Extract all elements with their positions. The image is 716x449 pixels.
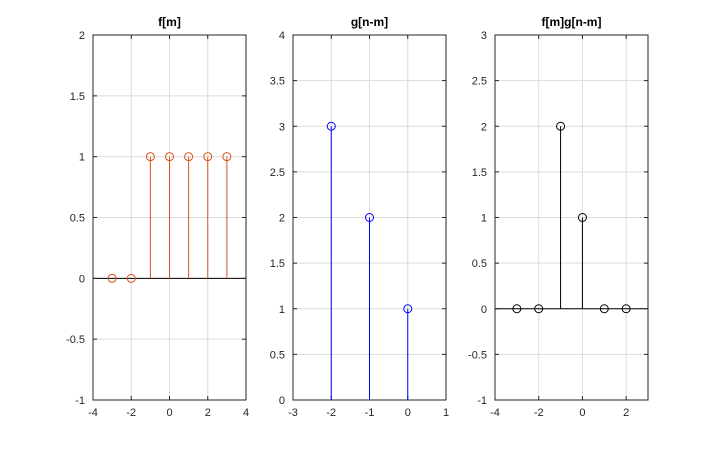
- y-tick-label: 1.5: [270, 258, 285, 270]
- stem-marker: [165, 152, 174, 162]
- y-tick-label: 4: [279, 30, 285, 42]
- y-tick-label: 0: [79, 273, 85, 285]
- x-tick-label: 4: [243, 407, 249, 419]
- chart-title: f[m]: [158, 15, 181, 29]
- stem-marker: [107, 273, 117, 283]
- stem-marker: [512, 304, 522, 314]
- y-tick-label: 0: [481, 304, 487, 316]
- y-tick-label: 1.5: [472, 167, 487, 179]
- x-tick-label: 2: [205, 407, 211, 419]
- y-tick-label: 1: [79, 152, 85, 164]
- y-tick-label: 2: [481, 121, 487, 133]
- y-tick-label: 3: [481, 30, 487, 42]
- y-tick-label: 3: [279, 121, 285, 133]
- stem-marker: [621, 304, 631, 314]
- stem-marker: [403, 304, 413, 314]
- stem-marker: [126, 273, 136, 283]
- stem-marker: [365, 213, 374, 222]
- y-tick-label: 0.5: [472, 258, 487, 270]
- x-tick-label: 0: [579, 407, 585, 419]
- y-tick-label: -0.5: [66, 334, 85, 346]
- subplot-3: -4 -2 0 2 -1 -0.5 0 0.5 1 1.5 2 2.5 3 f[m]g[n-m]: [468, 15, 649, 419]
- y-tick-label: 0: [279, 395, 285, 407]
- chart-title: f[m]g[n-m]: [542, 15, 602, 29]
- y-tick-label: 3.5: [270, 76, 285, 88]
- y-tick-label: -1: [477, 395, 487, 407]
- x-tick-label: 1: [443, 407, 449, 419]
- x-tick-label: -2: [534, 407, 544, 419]
- x-tick-label: 2: [623, 407, 629, 419]
- subplot-2: -3 -2 -1 0 1 0 0.5 1 1.5 2 2.5 3 3.5 4 g[n-m]: [270, 15, 449, 419]
- x-tick-label: -2: [326, 407, 336, 419]
- x-tick-label: -4: [490, 407, 500, 419]
- stem-marker: [556, 121, 566, 131]
- stem-marker: [577, 213, 587, 222]
- x-tick-label: 0: [405, 407, 411, 419]
- y-tick-label: 1.5: [70, 91, 85, 103]
- stem-marker: [326, 121, 336, 131]
- y-tick-label: -1: [75, 395, 85, 407]
- y-tick-label: 2: [79, 30, 85, 42]
- x-tick-label: -4: [88, 407, 98, 419]
- y-tick-label: 1: [279, 304, 285, 316]
- x-tick-label: -1: [365, 407, 375, 419]
- y-tick-label: -0.5: [468, 349, 487, 361]
- x-tick-label: 0: [166, 407, 172, 419]
- y-tick-label: 2.5: [270, 167, 285, 179]
- stem-marker: [534, 304, 544, 314]
- x-tick-label: -2: [126, 407, 136, 419]
- y-tick-label: 0.5: [70, 213, 85, 225]
- y-tick-label: 2.5: [472, 76, 487, 88]
- stem-marker: [145, 152, 155, 162]
- y-tick-label: 0.5: [270, 349, 285, 361]
- y-tick-label: 2: [279, 213, 285, 225]
- stem-marker: [184, 152, 194, 162]
- stem-marker: [203, 152, 213, 162]
- y-tick-label: 1: [481, 213, 487, 225]
- stem-marker: [222, 152, 232, 162]
- stem-marker: [599, 304, 609, 314]
- chart-title: g[n-m]: [351, 15, 388, 29]
- subplot-1: -4 -2 0 2 4 -1 -0.5 0 0.5 1 1.5 2 f[m]: [66, 15, 249, 419]
- x-tick-label: -3: [288, 407, 298, 419]
